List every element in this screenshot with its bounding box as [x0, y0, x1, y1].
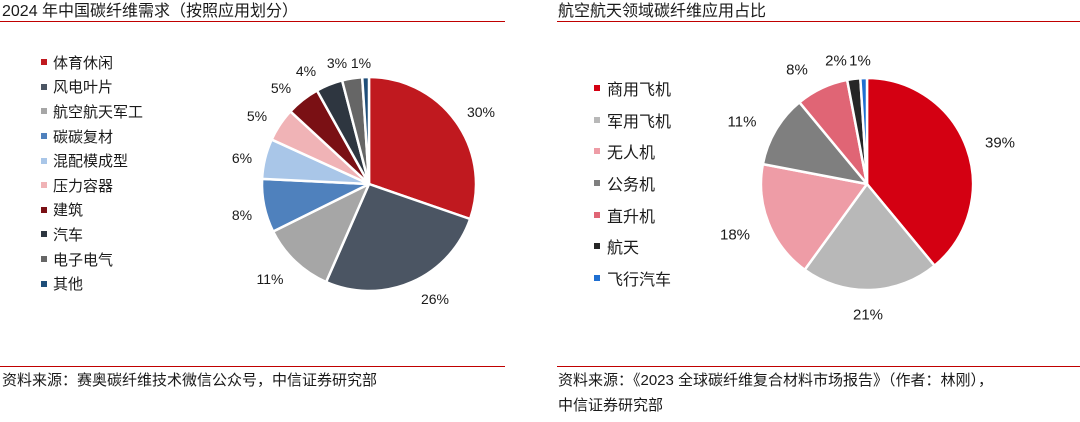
pie-value-label: 8% [786, 61, 808, 79]
legend-label: 汽车 [53, 226, 84, 244]
legend-swatch-icon [594, 179, 600, 186]
left-pie-chart [260, 75, 478, 293]
legend-item: 公务机 [594, 167, 671, 199]
right-source-note: 资料来源：《2023 全球碳纤维复合材料市场报告》（作者：林刚）， 中信证券研究… [558, 368, 993, 418]
legend-item: 电子电气 [41, 247, 143, 272]
left-source-rule [0, 366, 505, 367]
pie-slice [360, 75, 371, 186]
legend-label: 体育休闲 [53, 54, 114, 72]
pie-slice [324, 182, 472, 293]
right-chart-title: 航空航天领域碳纤维应用占比 [558, 3, 767, 20]
legend-label: 电子电气 [53, 251, 114, 269]
legend-swatch-icon [594, 243, 600, 250]
pie-slice [271, 182, 371, 284]
pie-slice [759, 162, 869, 272]
left-chart-title: 2024 年中国碳纤维需求（按照应用划分） [2, 3, 299, 20]
legend-swatch-icon [41, 157, 47, 164]
pie-value-label: 4% [295, 63, 317, 79]
left-source-note: 资料来源：赛奥碳纤维技术微信公众号，中信证券研究部 [2, 372, 378, 389]
legend-item: 航空航天军工 [41, 99, 143, 124]
legend-label: 压力容器 [53, 177, 114, 195]
legend-label: 建筑 [53, 202, 84, 220]
pie-value-label: 1% [849, 52, 871, 70]
pie-value-label: 11% [256, 271, 284, 287]
legend-swatch-icon [594, 211, 600, 218]
legend-item: 碳碳复材 [41, 124, 143, 149]
pie-slice [865, 76, 975, 267]
pie-value-label: 21% [852, 306, 884, 324]
right-source-line2: 中信证券研究部 [558, 397, 664, 414]
legend-label: 航天 [607, 240, 640, 258]
legend-label: 航空航天军工 [53, 103, 144, 121]
legend-label: 其他 [53, 276, 84, 294]
legend-swatch-icon [41, 231, 47, 238]
legend-item: 混配模成型 [41, 148, 143, 173]
legend-label: 军用飞机 [607, 113, 672, 131]
pie-value-label: 5% [246, 108, 268, 124]
pie-value-label: 8% [231, 207, 253, 223]
legend-swatch-icon [594, 148, 600, 155]
pie-value-label: 30% [466, 104, 496, 120]
pie-value-label: 1% [350, 55, 372, 71]
legend-label: 碳碳复材 [53, 128, 114, 146]
legend-label: 无人机 [607, 145, 656, 163]
pie-value-label: 5% [270, 80, 292, 96]
legend-swatch-icon [41, 256, 47, 263]
pie-value-label: 6% [231, 150, 253, 166]
legend-swatch-icon [41, 206, 47, 213]
legend-item: 无人机 [594, 135, 671, 167]
pie-slice [367, 75, 478, 221]
pie-value-label: 26% [420, 291, 450, 307]
pie-slice [859, 76, 869, 186]
legend-item: 航天 [594, 230, 671, 262]
pie-value-label: 39% [984, 134, 1016, 152]
pie-value-label: 2% [825, 52, 847, 70]
legend-swatch-icon [41, 59, 47, 66]
legend-swatch-icon [41, 108, 47, 115]
left-title-rule [0, 21, 505, 22]
pie-value-label: 18% [719, 226, 751, 244]
legend-item: 体育休闲 [41, 50, 143, 75]
legend-label: 公务机 [607, 176, 656, 194]
legend-swatch-icon [41, 182, 47, 189]
legend-item: 其他 [41, 271, 143, 296]
legend-swatch-icon [41, 133, 47, 140]
pie-value-label: 11% [727, 113, 757, 131]
legend-label: 直升机 [607, 208, 656, 226]
legend-item: 压力容器 [41, 173, 143, 198]
right-title-rule [557, 21, 1080, 22]
legend-swatch-icon [594, 274, 600, 281]
right-source-line1: 资料来源：《2023 全球碳纤维复合材料市场报告》（作者：林刚）， [558, 372, 994, 389]
right-pie-chart [759, 76, 975, 292]
legend-label: 风电叶片 [53, 79, 114, 97]
legend-item: 商用飞机 [594, 72, 671, 104]
legend-label: 飞行汽车 [607, 271, 672, 289]
legend-item: 军用飞机 [594, 104, 671, 136]
pie-slice [761, 101, 869, 186]
legend-label: 混配模成型 [53, 153, 129, 171]
legend-label: 商用飞机 [607, 81, 672, 99]
legend-item: 直升机 [594, 199, 671, 231]
legend-item: 飞行汽车 [594, 262, 671, 294]
right-legend: 商用飞机军用飞机无人机公务机直升机航天飞行汽车 [594, 72, 671, 294]
left-legend: 体育休闲风电叶片航空航天军工 碳碳复材混配模成型压力容器建筑汽车电子电气其他 [41, 50, 143, 296]
legend-item: 汽车 [41, 222, 143, 247]
legend-swatch-icon [594, 116, 600, 123]
pie-slice [803, 182, 936, 292]
legend-swatch-icon [41, 83, 47, 90]
legend-item: 风电叶片 [41, 75, 143, 100]
legend-item: 建筑 [41, 198, 143, 223]
legend-swatch-icon [41, 280, 47, 287]
right-source-rule [557, 366, 1080, 367]
legend-swatch-icon [594, 84, 600, 91]
pie-value-label: 3% [326, 55, 348, 71]
